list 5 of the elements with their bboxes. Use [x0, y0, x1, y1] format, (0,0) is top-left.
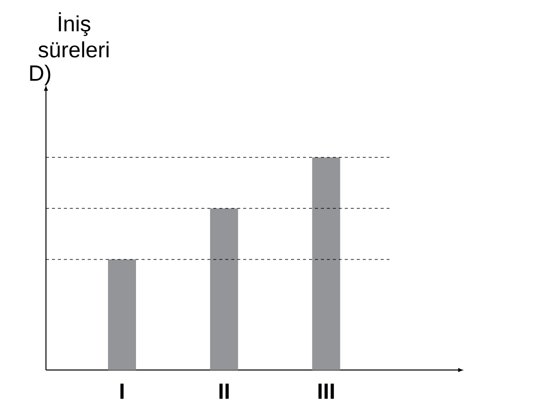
x-tick-label: I: [120, 384, 124, 399]
x-tick-label: II: [219, 384, 229, 399]
y-axis-title: İniş süreleri: [38, 12, 109, 58]
x-tick-label: III: [318, 384, 334, 399]
text: D): [30, 64, 50, 86]
